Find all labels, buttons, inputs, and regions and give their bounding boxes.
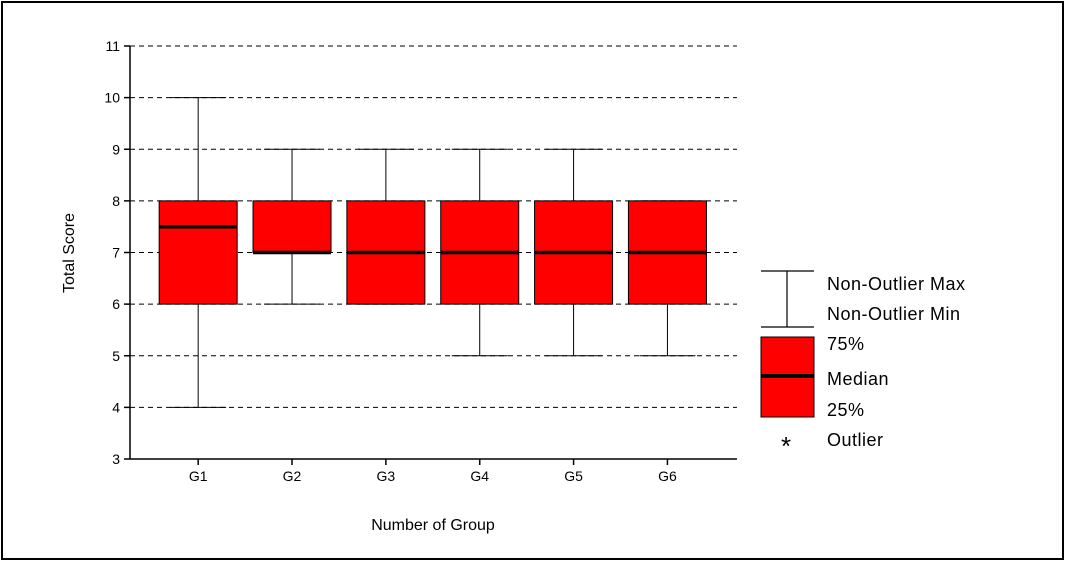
y-tick-label-10: 10 bbox=[104, 90, 120, 106]
box-G5 bbox=[534, 148, 614, 357]
legend-whisker-symbol bbox=[761, 270, 814, 328]
legend-label-q1: 25% bbox=[827, 400, 865, 420]
legend-label-min: Non-Outlier Min bbox=[827, 304, 961, 324]
box-G6 bbox=[627, 200, 707, 357]
box-G2 bbox=[252, 148, 332, 305]
y-tick-label-7: 7 bbox=[112, 245, 120, 261]
box-G3 bbox=[346, 148, 426, 305]
x-tick-label-G3: G3 bbox=[377, 468, 396, 484]
x-tick-label-G1: G1 bbox=[189, 468, 208, 484]
x-tick-labels: G1 G2 G3 G4 G5 G6 bbox=[189, 459, 677, 484]
y-tick-label-4: 4 bbox=[112, 399, 120, 415]
box-rect-G2 bbox=[252, 200, 332, 253]
x-tick-label-G2: G2 bbox=[283, 468, 302, 484]
box-G4 bbox=[440, 148, 520, 357]
legend-outlier-symbol: * bbox=[781, 431, 791, 461]
legend-label-median: Median bbox=[827, 369, 889, 389]
y-tick-label-9: 9 bbox=[112, 141, 120, 157]
box-G1 bbox=[158, 97, 238, 408]
x-tick-label-G6: G6 bbox=[658, 468, 677, 484]
y-tick-label-8: 8 bbox=[112, 193, 120, 209]
legend: * Non-Outlier Max Non-Outlier Min 75% Me… bbox=[760, 270, 966, 461]
x-tick-label-G4: G4 bbox=[470, 468, 489, 484]
x-axis-title: Number of Group bbox=[371, 517, 495, 534]
box-rect-G1 bbox=[158, 200, 238, 305]
legend-label-max: Non-Outlier Max bbox=[827, 274, 966, 294]
y-tick-label-3: 3 bbox=[112, 451, 120, 467]
legend-label-q3: 75% bbox=[827, 334, 865, 354]
x-tick-label-G5: G5 bbox=[564, 468, 583, 484]
y-axis-title: Total Score bbox=[61, 213, 78, 293]
y-tick-label-5: 5 bbox=[112, 348, 120, 364]
legend-label-outlier: Outlier bbox=[827, 430, 884, 450]
y-tick-labels: 3 4 5 6 7 8 9 10 11 bbox=[104, 38, 130, 467]
y-tick-label-11: 11 bbox=[105, 38, 120, 54]
y-tick-label-6: 6 bbox=[112, 296, 120, 312]
boxes bbox=[158, 97, 707, 408]
